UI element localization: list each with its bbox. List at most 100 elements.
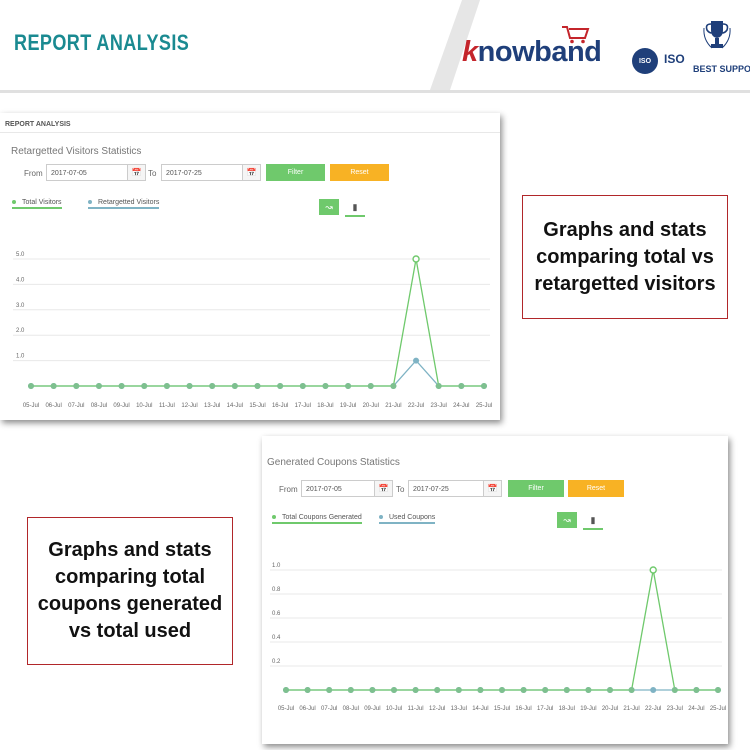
data-point [585, 687, 592, 693]
from-date-input[interactable]: 2017-07-05 📅 [46, 164, 146, 181]
data-point [607, 687, 613, 693]
data-point [628, 687, 635, 693]
callout-visitors: Graphs and stats comparing total vs reta… [522, 195, 728, 319]
x-tick-label: 16-Jul [515, 706, 531, 712]
generated-coupons-panel: Generated Coupons Statistics From 2017-0… [262, 436, 728, 744]
legend-total-coupons[interactable]: Total Coupons Generated [272, 514, 362, 524]
data-point [254, 383, 261, 389]
panel-divider [0, 132, 500, 133]
x-tick-label: 08-Jul [91, 403, 107, 409]
filter-button[interactable]: Filter [266, 164, 325, 181]
x-tick-label: 11-Jul [159, 403, 175, 409]
bar-chart-icon[interactable]: ▮ [583, 512, 603, 530]
x-tick-label: 06-Jul [45, 403, 61, 409]
y-tick-label: 0.6 [272, 611, 281, 617]
data-point [671, 687, 678, 693]
x-tick-label: 17-Jul [295, 403, 311, 409]
to-date-input[interactable]: 2017-07-25 📅 [408, 480, 502, 497]
line-chart-icon[interactable]: ↝ [557, 512, 577, 528]
data-point [345, 383, 352, 389]
x-tick-label: 15-Jul [494, 706, 510, 712]
x-tick-label: 10-Jul [136, 403, 152, 409]
data-point [435, 383, 442, 389]
retargetted-visitors-panel: REPORT ANALYSIS Retargetted Visitors Sta… [0, 113, 500, 420]
data-point [650, 687, 657, 693]
data-point [367, 383, 374, 389]
x-tick-label: 24-Jul [688, 706, 704, 712]
x-tick-label: 10-Jul [386, 706, 402, 712]
data-point [477, 687, 484, 693]
x-tick-label: 11-Jul [408, 706, 424, 712]
filter-button[interactable]: Filter [508, 480, 564, 497]
y-tick-label: 0.8 [272, 587, 281, 593]
trophy-icon [703, 21, 731, 49]
y-tick-label: 1.0 [272, 563, 281, 569]
best-support-label: BEST SUPPORT [693, 64, 750, 74]
data-point [499, 687, 505, 693]
x-tick-label: 14-Jul [472, 706, 488, 712]
line-chart-icon[interactable]: ↝ [319, 199, 339, 215]
data-point [304, 687, 311, 693]
x-tick-label: 20-Jul [363, 403, 379, 409]
panel-top-label: REPORT ANALYSIS [5, 121, 71, 128]
x-tick-label: 14-Jul [227, 403, 243, 409]
x-tick-label: 19-Jul [340, 403, 356, 409]
data-point [413, 357, 420, 364]
data-point [322, 383, 329, 389]
series-line-0 [31, 258, 484, 387]
data-point [231, 383, 238, 389]
x-tick-label: 23-Jul [667, 706, 683, 712]
data-point [391, 687, 397, 693]
calendar-icon[interactable]: 📅 [242, 165, 260, 180]
x-tick-label: 13-Jul [204, 403, 220, 409]
x-tick-label: 08-Jul [343, 706, 359, 712]
header-logo-area [450, 0, 750, 90]
data-point [95, 383, 102, 389]
legend-dot [379, 515, 383, 520]
to-label: To [396, 485, 405, 494]
section-title: Retargetted Visitors Statistics [11, 146, 142, 157]
x-tick-label: 21-Jul [385, 403, 401, 409]
y-tick-label: 0.4 [272, 635, 281, 641]
calendar-icon[interactable]: 📅 [483, 481, 501, 496]
to-label: To [148, 169, 157, 178]
calendar-icon[interactable]: 📅 [374, 481, 392, 496]
series-line-1 [31, 359, 484, 387]
legend-dot [12, 200, 16, 205]
visitors-line-chart: 1.0 2.0 3.0 4.0 5.0 05-Jul 06-Jul 07-Jul 08-Jul 0… [13, 252, 492, 409]
x-tick-label: 18-Jul [559, 706, 575, 712]
callout-coupons: Graphs and stats comparing total coupons… [27, 517, 233, 665]
data-point [326, 687, 333, 693]
x-tick-label: 18-Jul [317, 403, 333, 409]
x-tick-label: 05-Jul [278, 706, 294, 712]
x-tick-label: 05-Jul [23, 403, 39, 409]
x-tick-label: 22-Jul [645, 706, 661, 712]
from-date-input[interactable]: 2017-07-05 📅 [301, 480, 393, 497]
data-point [458, 383, 465, 389]
data-point [455, 687, 462, 693]
to-date-input[interactable]: 2017-07-25 📅 [161, 164, 261, 181]
data-point [283, 687, 289, 693]
legend-used-coupons[interactable]: Used Coupons [379, 514, 436, 524]
reset-button[interactable]: Reset [330, 164, 389, 181]
legend-dot [272, 515, 276, 520]
header: REPORT ANALYSIS knowband ISO ISO BEST SU… [0, 0, 750, 90]
y-tick-label: 5.0 [16, 252, 25, 258]
iso-badge: ISO [632, 48, 658, 74]
data-point [141, 383, 148, 389]
data-point [28, 383, 34, 389]
series-line-0 [286, 569, 718, 691]
x-tick-label: 23-Jul [431, 403, 447, 409]
calendar-icon[interactable]: 📅 [127, 165, 145, 180]
reset-button[interactable]: Reset [568, 480, 624, 497]
data-point [563, 687, 570, 693]
x-tick-label: 09-Jul [113, 403, 129, 409]
data-point [163, 383, 170, 389]
legend-retargetted-visitors[interactable]: Retargetted Visitors [88, 199, 160, 209]
data-point [186, 383, 193, 389]
bar-chart-icon[interactable]: ▮ [345, 199, 365, 217]
y-tick-label: 4.0 [16, 277, 25, 283]
x-tick-label: 19-Jul [580, 706, 596, 712]
x-tick-label: 17-Jul [537, 706, 553, 712]
legend-total-visitors[interactable]: Total Visitors [12, 199, 62, 209]
